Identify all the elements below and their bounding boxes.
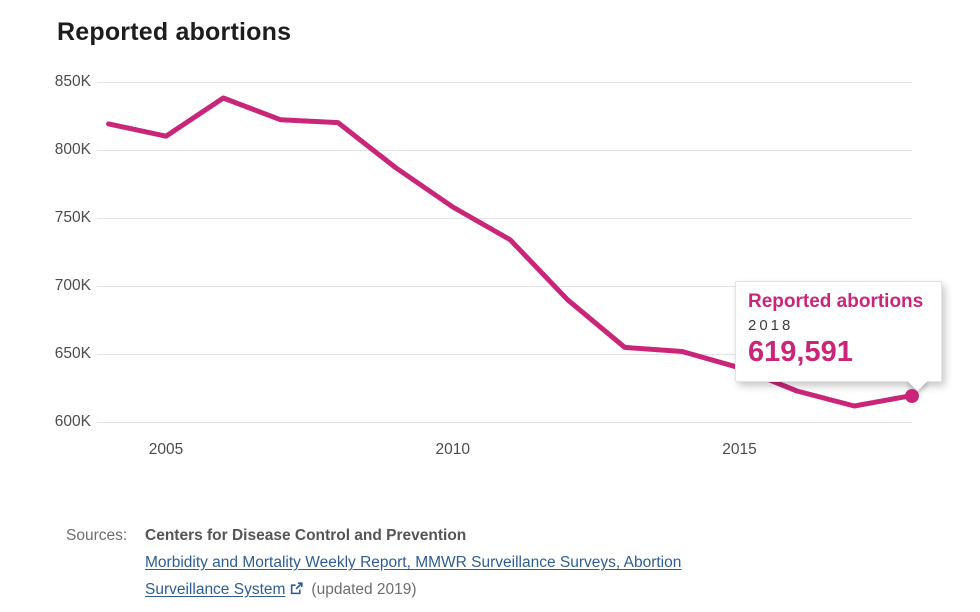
y-axis-label-600K: 600K bbox=[54, 413, 91, 431]
source-link[interactable]: Morbidity and Mortality Weekly Report, M… bbox=[145, 549, 681, 576]
data-point-2018[interactable] bbox=[904, 388, 919, 403]
gridline-700K bbox=[97, 286, 912, 288]
gridline-850K bbox=[97, 81, 912, 83]
y-axis-label-650K: 650K bbox=[54, 345, 91, 363]
sources-label: Sources: bbox=[66, 527, 128, 544]
source-primary: Centers for Disease Control and Preventi… bbox=[145, 527, 467, 544]
sources-block: Sources: Centers for Disease Control and… bbox=[66, 522, 681, 603]
source-link-continued[interactable]: Surveillance System bbox=[145, 581, 304, 598]
x-axis-label-2010: 2010 bbox=[435, 441, 470, 458]
y-axis-label-800K: 800K bbox=[54, 140, 91, 158]
trend-line[interactable] bbox=[106, 95, 915, 409]
tooltip-series-title: Reported abortions bbox=[748, 291, 924, 312]
y-axis-label-750K: 750K bbox=[54, 208, 91, 226]
tooltip-year: 2018 bbox=[748, 317, 794, 334]
gridline-800K bbox=[97, 149, 912, 151]
gridline-650K bbox=[97, 354, 912, 356]
x-axis-label-2015: 2015 bbox=[722, 441, 757, 458]
page-title: Reported abortions bbox=[57, 18, 292, 46]
source-updated-note: (updated 2019) bbox=[311, 581, 417, 598]
x-axis-label-2005: 2005 bbox=[148, 441, 184, 458]
tooltip-value: 619,591 bbox=[748, 336, 853, 368]
tooltip: Reported abortions 2018 619,591 bbox=[735, 281, 942, 392]
source-link-line1[interactable]: Morbidity and Mortality Weekly Report, M… bbox=[145, 554, 682, 571]
external-link-icon[interactable] bbox=[289, 581, 304, 596]
y-axis-label-850K: 850K bbox=[54, 72, 91, 90]
source-link-line2[interactable]: Surveillance System bbox=[145, 581, 286, 598]
gridline-600K bbox=[97, 422, 912, 424]
y-axis-label-700K: 700K bbox=[54, 277, 91, 295]
gridline-750K bbox=[97, 217, 912, 219]
